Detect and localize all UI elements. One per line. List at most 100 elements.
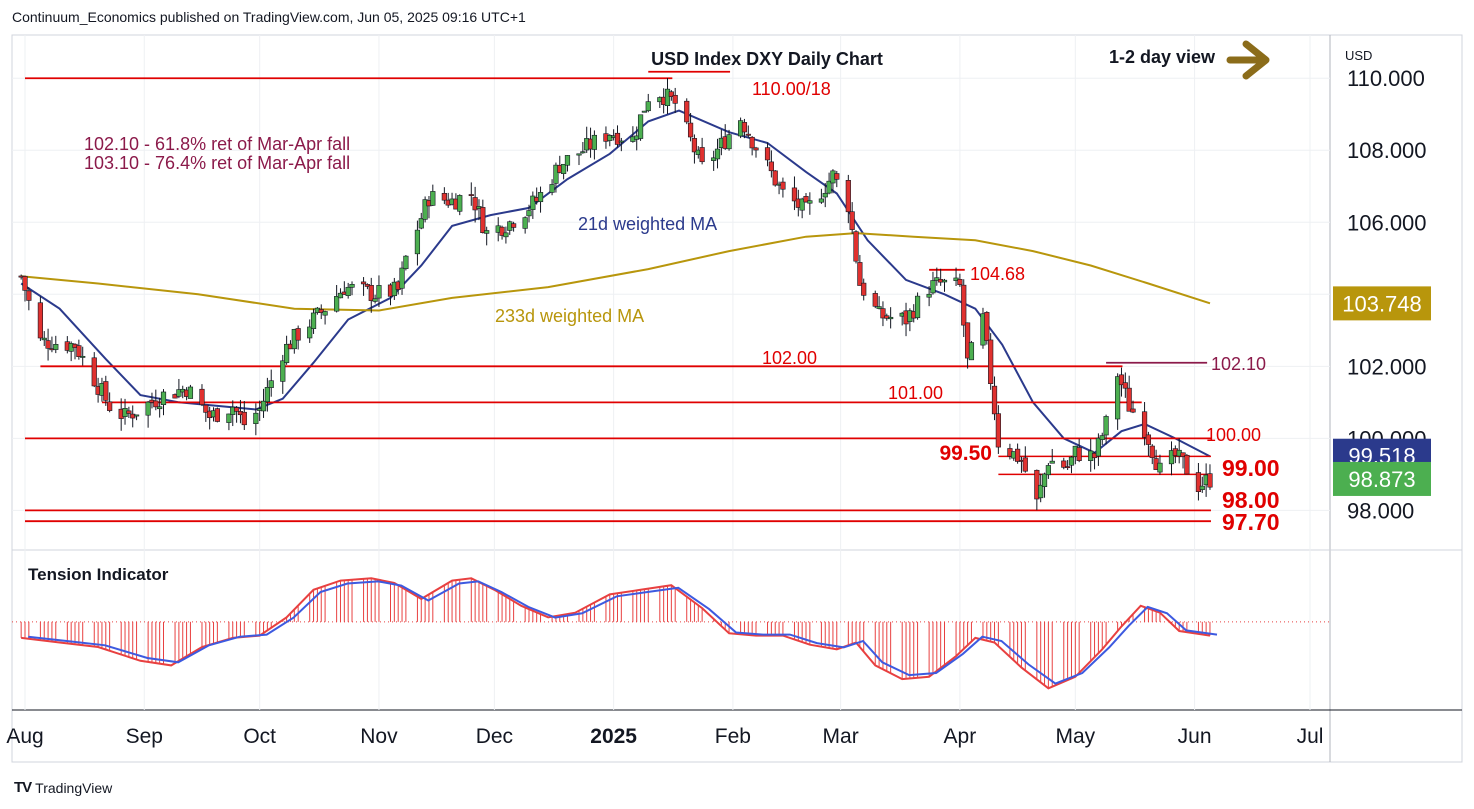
candle-body: [930, 280, 936, 294]
candle-body: [553, 164, 559, 184]
chart-annotation: 21d weighted MA: [578, 214, 717, 234]
candle-body: [1149, 445, 1155, 458]
candle-body: [268, 380, 274, 388]
candle-body: [1045, 465, 1051, 476]
candle-body: [345, 286, 351, 296]
candle-body: [826, 180, 832, 194]
candle-body: [484, 230, 490, 234]
level-label: 98.00: [1222, 487, 1280, 513]
moving-averages: [20, 109, 1211, 458]
tension-indicator-pane: Tension Indicator: [12, 565, 1330, 690]
candle-body: [1168, 450, 1175, 465]
x-tick-label: Sep: [126, 725, 163, 748]
candle-body: [1034, 469, 1040, 500]
candle-body: [1065, 466, 1071, 469]
candle-body: [1199, 485, 1205, 490]
candle-body: [176, 389, 182, 397]
x-tick-label: Jul: [1297, 725, 1324, 748]
candle-body: [1115, 376, 1121, 420]
candle-body: [753, 147, 759, 151]
candle-body: [45, 340, 51, 349]
candle-body: [295, 328, 301, 341]
candle-body: [1103, 416, 1109, 436]
candle-body: [711, 157, 717, 161]
candle-body: [764, 147, 771, 161]
candle-body: [284, 343, 290, 363]
candle-body: [1157, 462, 1163, 473]
candle-body: [1068, 456, 1075, 466]
candle-body: [768, 161, 774, 172]
candle-body: [241, 411, 247, 426]
candle-body: [914, 295, 921, 319]
arrow-right-shape: [1226, 40, 1270, 80]
candle-body: [414, 229, 421, 255]
x-tick-label: May: [1055, 725, 1095, 748]
candle-body: [968, 342, 975, 361]
view-label: 1-2 day view: [1109, 47, 1216, 67]
candle-body: [614, 132, 621, 145]
x-tick-label: 2025: [590, 725, 637, 748]
candle-body: [618, 140, 624, 143]
candle-body: [699, 147, 705, 163]
level-label: 110.00/18: [752, 79, 831, 99]
candle-body: [964, 322, 971, 359]
tradingview-logo: TV: [14, 779, 32, 796]
candle-body: [961, 284, 967, 326]
candle-body: [307, 326, 313, 339]
candle-body: [1099, 435, 1105, 440]
candle-body: [157, 406, 163, 410]
candle-body: [214, 408, 220, 422]
candle-body: [672, 94, 678, 104]
x-tick-label: Oct: [243, 725, 276, 748]
oscillator-fast-line: [21, 577, 1211, 690]
candle-body: [861, 282, 867, 296]
candle-body: [480, 207, 486, 233]
candle-body: [511, 223, 517, 228]
candle-body: [561, 163, 567, 174]
candle-body: [80, 355, 86, 358]
candle-body: [772, 170, 778, 186]
candle-body: [422, 199, 428, 220]
candle-body: [199, 388, 205, 405]
candle-body: [1184, 454, 1190, 475]
candle-body: [1015, 448, 1021, 462]
level-label: 102.10: [1211, 354, 1266, 374]
candle-body: [807, 200, 813, 204]
level-label: 97.70: [1222, 509, 1280, 535]
level-label: 99.50: [939, 442, 992, 465]
candle-body: [133, 414, 140, 417]
candle-body: [834, 173, 840, 180]
x-tick-label: Dec: [476, 725, 513, 748]
candle-body: [664, 88, 671, 107]
candle-body: [1095, 437, 1101, 457]
candle-body: [995, 413, 1001, 448]
candle-body: [849, 211, 855, 230]
candle-body: [203, 404, 209, 413]
tradingview-brand[interactable]: TV TradingView: [14, 779, 112, 796]
candle-body: [187, 386, 194, 399]
candle-body: [780, 181, 786, 190]
candle-body: [372, 298, 378, 302]
candle-body: [853, 231, 859, 262]
candle-body: [126, 410, 132, 414]
candle-body: [726, 134, 732, 150]
candle-body: [360, 281, 367, 285]
tradingview-wordmark: TradingView: [35, 779, 113, 796]
oscillator-title: Tension Indicator: [28, 565, 169, 584]
candle-body: [684, 100, 690, 123]
wma-233-line: [21, 232, 1211, 312]
candle-body: [988, 339, 994, 384]
candle-body: [1118, 374, 1125, 386]
candle-body: [1022, 457, 1028, 472]
y-tick-label: 108.000: [1347, 138, 1427, 163]
candle-body: [153, 400, 159, 408]
candle-body: [1126, 387, 1132, 412]
candle-body: [1049, 460, 1055, 464]
chart-frame: [11, 34, 1463, 763]
candle-body: [1061, 460, 1067, 468]
level-label: 104.68: [970, 264, 1025, 284]
candle-body: [53, 344, 59, 350]
price-badge-label: 98.873: [1348, 467, 1415, 492]
chart-annotation: 102.10 - 61.8% ret of Mar-Apr fall: [84, 134, 350, 154]
